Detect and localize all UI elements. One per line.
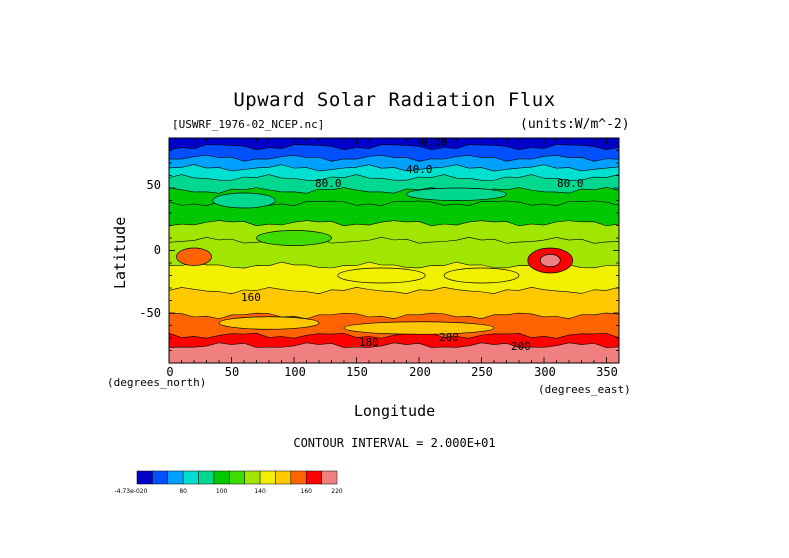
colorbar-swatch	[182, 470, 199, 485]
y-tick-label: 0	[153, 243, 161, 257]
colorbar-swatch	[198, 470, 215, 485]
colorbar-label: 160	[301, 488, 313, 495]
contour-patch	[443, 267, 520, 284]
x-tick-label: 300	[534, 365, 556, 379]
x-tick-label: 100	[284, 365, 306, 379]
axis-ticks	[168, 137, 620, 364]
colorbar-swatch	[167, 470, 184, 485]
colorbar-label: 140	[254, 488, 266, 495]
contour-interval-text: CONTOUR INTERVAL = 2.000E+01	[293, 436, 496, 450]
contour-patch	[256, 230, 332, 246]
x-tick-label: 150	[346, 365, 368, 379]
x-axis-label: Longitude	[353, 402, 436, 420]
latitude-band	[169, 342, 619, 363]
colorbar-swatch	[305, 470, 322, 485]
file-label: [USWRF_1976-02_NCEP.nc]	[172, 118, 325, 131]
x-tick-label: 50	[224, 365, 240, 379]
x-unit-label: (degrees_east)	[538, 383, 631, 396]
colorbar-swatch	[152, 470, 169, 485]
contour-patch	[343, 321, 495, 335]
contour-label: 0.00	[421, 136, 448, 149]
contour-patch	[176, 247, 212, 266]
contour-patch	[337, 267, 426, 284]
latitude-band	[169, 286, 619, 319]
contour-patch	[218, 316, 320, 330]
colorbar-swatch	[321, 470, 338, 485]
contour-label: 200	[439, 331, 459, 344]
units-label: (units:W/m^-2)	[520, 117, 630, 132]
colorbar-swatch	[275, 470, 292, 485]
latitude-band	[169, 174, 619, 194]
colorbar-label: -4.73e-020	[115, 488, 148, 495]
contour-label: 180	[359, 336, 379, 349]
contour-patch	[539, 253, 561, 268]
contour-label: 160	[241, 291, 261, 304]
x-tick-label: 250	[471, 365, 493, 379]
y-tick-label: -50	[139, 306, 161, 320]
colorbar-label: 100	[216, 488, 228, 495]
colorbar-swatch	[229, 470, 245, 485]
colorbar-swatch	[213, 470, 230, 485]
contour-label: 40.0	[406, 163, 433, 176]
colorbar-swatch	[136, 470, 153, 485]
contour-label: 200	[511, 340, 531, 353]
x-tick-label: 0	[166, 365, 174, 379]
contour-label-layer: 0.00 40.0 80.0 80.0 160 200 180 200	[241, 136, 584, 353]
contour-label: 80.0	[315, 177, 342, 190]
y-tick-label: 50	[146, 178, 161, 192]
contour-patch	[406, 187, 507, 201]
x-tick-label: 350	[596, 365, 618, 379]
colorbar-label: 220	[331, 488, 343, 495]
colorbar-label: 80	[179, 488, 187, 495]
colorbar-swatch	[259, 470, 276, 485]
colorbar-swatch	[290, 470, 307, 485]
contour-fill-layer	[169, 138, 619, 363]
chart-title: Upward Solar Radiation Flux	[233, 89, 556, 111]
colorbar-swatch	[244, 470, 261, 485]
x-tick-label: 200	[409, 365, 431, 379]
contour-label: 80.0	[557, 177, 584, 190]
y-unit-label: (degrees_north)	[107, 376, 207, 389]
contour-patch	[212, 192, 276, 209]
